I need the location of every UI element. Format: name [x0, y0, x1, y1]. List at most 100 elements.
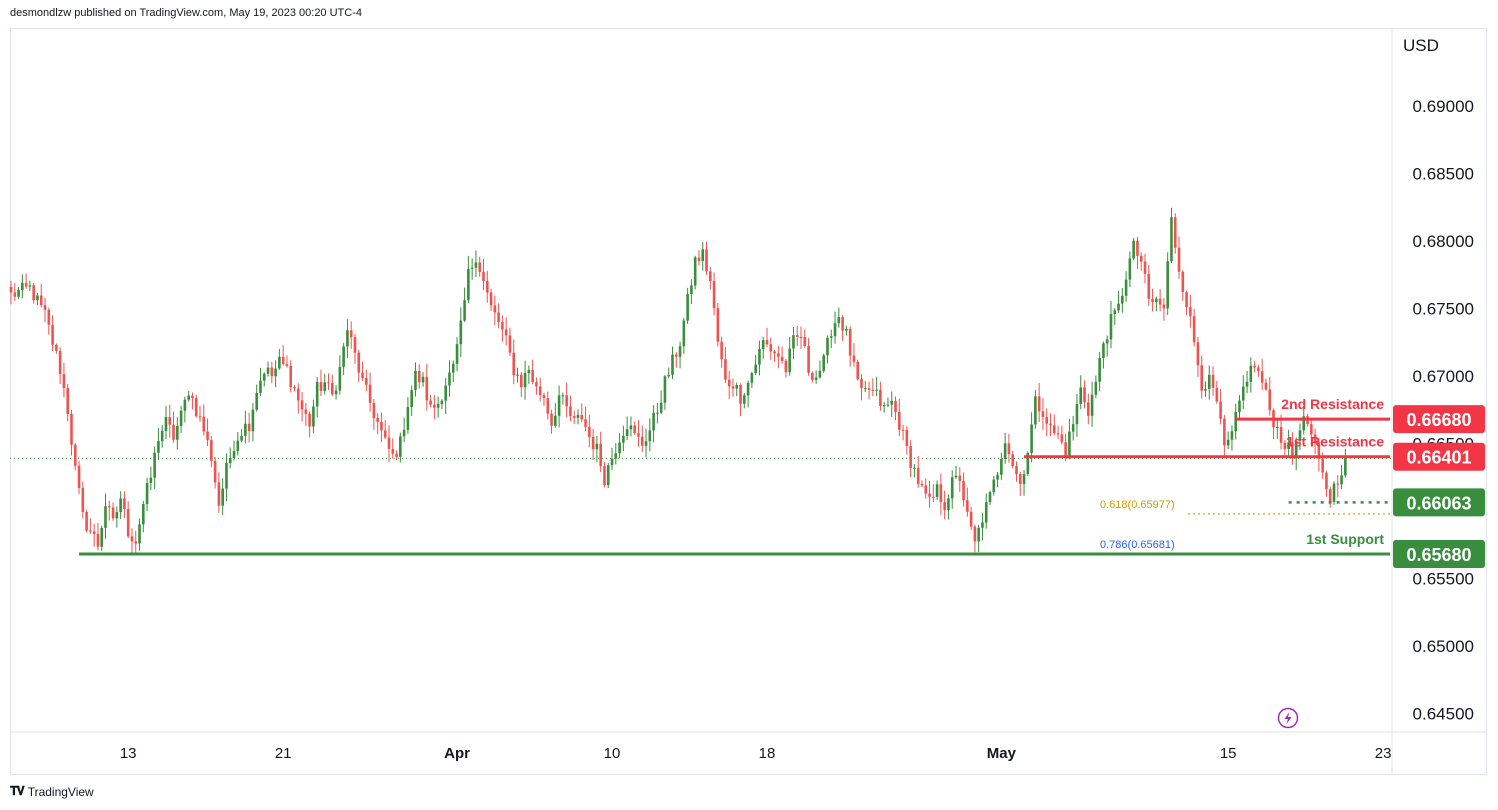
- candle-body: [157, 441, 160, 453]
- candle-body: [210, 440, 213, 461]
- candle-body: [561, 395, 565, 397]
- candle-body: [285, 363, 289, 366]
- candle-body: [123, 498, 126, 510]
- candle-body: [644, 441, 648, 446]
- candle-body: [142, 504, 145, 525]
- candle-body: [478, 262, 482, 272]
- y-tick-label: 0.67000: [1413, 367, 1474, 386]
- candle-body: [682, 320, 686, 347]
- candle-body: [281, 356, 285, 364]
- candle-body: [1083, 387, 1086, 403]
- candle-body: [588, 426, 591, 437]
- candle-body: [251, 409, 255, 432]
- footer-brand-label: TradingView: [27, 784, 94, 799]
- candle-body: [610, 458, 614, 466]
- replay-icon[interactable]: [1277, 707, 1299, 729]
- candle-body: [391, 448, 395, 454]
- candle-body: [300, 400, 304, 410]
- candle-body: [349, 330, 353, 338]
- candle-body: [198, 416, 202, 418]
- candle-body: [701, 249, 705, 261]
- y-tick-label: 0.68000: [1413, 232, 1474, 251]
- candle-body: [777, 353, 780, 357]
- candle-body: [606, 465, 610, 486]
- candle-body: [387, 437, 391, 449]
- candle-body: [145, 482, 149, 505]
- candle-body: [51, 324, 54, 345]
- candle-body: [516, 374, 519, 376]
- candle-body: [1003, 443, 1007, 460]
- chart-frame: [10, 28, 1487, 775]
- candle-body: [342, 346, 345, 367]
- candle-body: [1260, 371, 1264, 383]
- y-tick-label: 0.65000: [1413, 637, 1474, 656]
- candle-body: [410, 390, 413, 408]
- candle-body: [550, 413, 553, 426]
- candle-body: [1336, 483, 1340, 485]
- candle-body: [236, 440, 240, 452]
- candle-body: [504, 329, 508, 336]
- candle-body: [693, 257, 697, 286]
- candle-body: [996, 474, 999, 480]
- candle-body: [788, 348, 791, 373]
- candle-body: [232, 451, 236, 458]
- candle-body: [32, 285, 35, 301]
- candle-body: [924, 485, 928, 494]
- candle-body: [584, 419, 587, 427]
- candle-body: [905, 429, 909, 447]
- candle-body: [1015, 466, 1018, 475]
- candle-body: [368, 384, 372, 403]
- candle-body: [130, 536, 134, 542]
- candle-body: [1291, 442, 1294, 459]
- candle-body: [1283, 442, 1287, 449]
- candle-body: [289, 365, 293, 388]
- candle-body: [826, 337, 829, 356]
- footer-brand[interactable]: 𝐓𝐕 TradingView: [10, 784, 94, 799]
- candle-body: [860, 379, 863, 389]
- candle-body: [841, 317, 844, 331]
- candle-body: [115, 512, 119, 519]
- candle-body: [674, 354, 678, 357]
- candle-body: [1185, 292, 1188, 308]
- candle-body: [436, 404, 440, 408]
- candle-body: [814, 377, 818, 380]
- candle-body: [746, 382, 750, 396]
- tradingview-logo-icon: 𝐓𝐕: [10, 784, 25, 798]
- candle-body: [1173, 217, 1177, 248]
- candle-body: [270, 367, 274, 377]
- candle-body: [554, 415, 557, 426]
- candle-body: [863, 388, 867, 390]
- candle-body: [1230, 431, 1234, 440]
- candle-body: [448, 372, 451, 386]
- currency-label: USD: [1403, 36, 1439, 55]
- candle-body: [1177, 247, 1181, 272]
- candle-body: [421, 376, 425, 383]
- candle-body: [440, 400, 444, 405]
- candle-body: [459, 320, 463, 345]
- level-label: 2nd Resistance: [1281, 396, 1384, 412]
- candle-body: [1030, 424, 1033, 453]
- candle-body: [47, 309, 51, 325]
- candle-body: [206, 431, 209, 441]
- candle-body: [992, 479, 996, 493]
- candle-body: [576, 414, 580, 418]
- candle-body: [1124, 279, 1128, 296]
- candle-body: [451, 363, 455, 373]
- candle-body: [648, 430, 652, 442]
- candle-body: [837, 317, 841, 324]
- candle-body: [754, 364, 757, 374]
- candle-body: [920, 483, 924, 486]
- candle-body: [202, 416, 206, 432]
- candle-body: [595, 443, 599, 450]
- candle-body: [1011, 454, 1014, 467]
- candle-body: [213, 460, 217, 483]
- candle-body: [1094, 381, 1098, 395]
- candle-body: [383, 430, 387, 438]
- candle-body: [327, 382, 330, 384]
- candle-body: [240, 435, 243, 441]
- candle-body: [1087, 402, 1090, 416]
- y-tick-label: 0.68500: [1413, 164, 1474, 183]
- candle-body: [1102, 343, 1105, 358]
- candle-body: [380, 422, 383, 431]
